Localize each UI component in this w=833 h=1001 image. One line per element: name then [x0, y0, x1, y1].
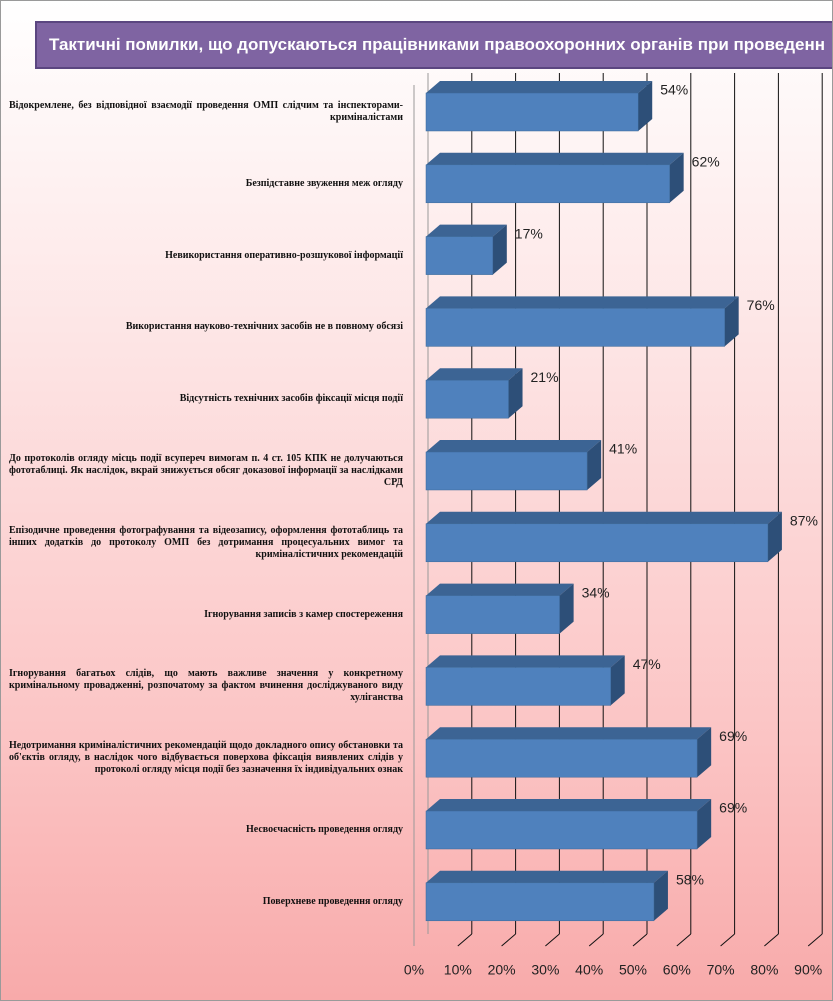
- chart-title: Тактичні помилки, що допускаються праців…: [35, 21, 832, 69]
- bar-top: [426, 224, 507, 237]
- bar: [425, 236, 494, 275]
- value-label: 62%: [692, 154, 720, 170]
- bar: [425, 92, 639, 132]
- value-label: 21%: [531, 369, 559, 385]
- floor-line: [764, 933, 779, 947]
- bar-top: [426, 799, 712, 811]
- floor-line: [720, 933, 735, 947]
- bar-top: [426, 81, 653, 93]
- category-label: Використання науково-технічних засобів н…: [125, 321, 403, 333]
- floor-line: [807, 933, 823, 947]
- bar-top: [426, 511, 782, 524]
- bar-side: [653, 870, 668, 921]
- x-tick-label: 50%: [619, 962, 647, 978]
- bar-side: [492, 224, 507, 275]
- x-tick-label: 30%: [531, 962, 559, 978]
- value-label: 69%: [719, 728, 747, 744]
- value-label: 76%: [747, 297, 775, 313]
- floor-line: [457, 933, 473, 947]
- bar-top: [426, 870, 668, 883]
- x-tick-label: 10%: [444, 962, 472, 978]
- bar: [425, 882, 655, 922]
- x-tick-label: 90%: [794, 962, 822, 978]
- bar-side: [724, 296, 739, 347]
- bar-side: [638, 81, 653, 131]
- bar-top: [426, 583, 574, 596]
- bar: [425, 810, 698, 850]
- bar-side: [767, 511, 782, 562]
- x-tick-label: 20%: [488, 962, 516, 978]
- bar: [425, 379, 509, 419]
- category-label: До протоколів огляду місць події всупере…: [9, 453, 403, 488]
- floor-line: [588, 933, 604, 947]
- bar-side: [669, 152, 684, 203]
- x-tick-label: 80%: [750, 962, 778, 978]
- bar: [425, 308, 725, 347]
- floor-line: [632, 933, 648, 947]
- category-label: Поверхневе проведення огляду: [262, 895, 403, 907]
- category-label: Несвоєчасність проведення огляду: [245, 824, 403, 835]
- value-label: 58%: [676, 872, 704, 888]
- x-tick-label: 70%: [707, 962, 735, 978]
- bar-top: [426, 296, 739, 309]
- bar-top: [426, 727, 712, 740]
- bar-top: [426, 368, 523, 381]
- x-tick-label: 0%: [404, 962, 424, 978]
- value-label: 17%: [515, 225, 543, 241]
- bar-side: [697, 799, 712, 849]
- floor-line: [501, 933, 516, 947]
- bar-side: [610, 655, 625, 706]
- floor-line: [545, 933, 560, 947]
- category-label: Відсутність технічних засобів фіксації м…: [179, 393, 403, 405]
- bar: [425, 595, 560, 634]
- category-label: Безпідставне звуження меж огляду: [245, 177, 403, 189]
- bar-side: [587, 440, 602, 490]
- category-label: Недотримання криміналістичних рекомендац…: [9, 740, 403, 776]
- value-label: 69%: [719, 800, 747, 816]
- value-label: 54%: [660, 82, 688, 98]
- bar-side: [508, 368, 523, 419]
- bar-top: [426, 152, 684, 165]
- bar: [425, 667, 611, 706]
- category-label: Ігнорування багатьох слідів, що мають ва…: [9, 668, 403, 704]
- category-label: Відокремлене, без відповідної взаємодії …: [9, 100, 403, 123]
- value-label: 41%: [609, 441, 637, 457]
- floor-line: [676, 933, 692, 947]
- value-label: 47%: [633, 656, 661, 672]
- category-label: Ігнорування записів з камер спостереженн…: [204, 608, 403, 620]
- category-label: Невикористання оперативно-розшукової інф…: [165, 249, 403, 261]
- bar-side: [559, 583, 574, 634]
- bar: [425, 164, 670, 204]
- bar-top: [426, 440, 602, 452]
- bar: [425, 451, 588, 491]
- value-label: 87%: [790, 513, 818, 529]
- category-label: Епізодичне проведення фотографування та …: [9, 524, 403, 560]
- value-label: 34%: [582, 584, 610, 600]
- bar-top: [426, 655, 625, 668]
- bar: [425, 523, 769, 563]
- x-tick-label: 60%: [663, 962, 691, 978]
- x-tick-label: 40%: [575, 962, 603, 978]
- bar: [425, 738, 698, 778]
- bar-side: [697, 727, 712, 778]
